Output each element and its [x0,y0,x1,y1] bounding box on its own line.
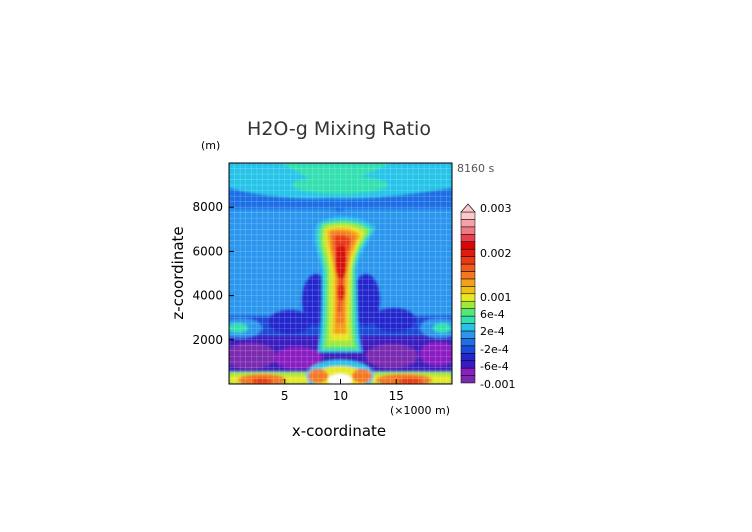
colorbar-swatch [460,248,476,257]
colorbar-label: -6e-4 [480,360,509,373]
colorbar-swatch [460,219,476,228]
colorbar-swatch [460,338,476,347]
plot-area [229,163,452,384]
y-tick-label: 8000 [192,200,223,214]
y-tick-label: 2000 [192,333,223,347]
colorbar-label: -0.001 [480,378,515,391]
y-axis-label: z-coordinate [169,226,187,319]
colorbar-swatch [460,234,476,242]
colorbar-swatch [460,308,476,317]
y-unit: (m) [201,139,220,152]
colorbar-label: 0.001 [480,291,512,304]
colorbar-swatch [460,323,476,332]
x-tick-label: 10 [333,389,348,403]
colorbar-swatch [460,315,476,324]
colorbar-swatch [460,278,476,287]
colorbar-swatch [460,367,476,376]
colorbar-extend-arrow [460,203,476,213]
colorbar-swatch [460,353,476,361]
colorbar-swatch [460,211,476,220]
colorbar-swatch [460,360,476,369]
x-unit: (×1000 m) [390,404,450,417]
x-tick-label: 5 [281,389,289,403]
colorbar-swatch [460,263,476,272]
time-label: 8160 s [457,162,494,175]
x-axis-label: x-coordinate [292,422,386,440]
colorbar-label: 6e-4 [480,308,505,321]
colorbar-swatch [460,286,476,295]
colorbar-swatch [460,345,476,354]
colorbar-label: 0.003 [480,202,512,215]
colorbar: 0.003 0.002 0.001 6e-4 2e-4 -2e-4 -6e-4 -0.001 [460,202,515,391]
colorbar-swatch [460,300,476,309]
colorbar-label: 2e-4 [480,325,505,338]
colorbar-label: -2e-4 [480,343,509,356]
grid [229,163,452,384]
colorbar-swatch [460,375,476,384]
colorbar-swatch [460,271,476,280]
colorbar-swatch [460,256,476,265]
colorbar-swatch [460,226,476,235]
colorbar-label: 0.002 [480,247,512,260]
colorbar-swatch [460,330,476,339]
chart-title: H2O-g Mixing Ratio [247,118,431,140]
y-tick-label: 6000 [192,244,223,258]
colorbar-swatch [460,241,476,250]
colorbar-swatch [460,293,476,302]
y-tick-label: 4000 [192,289,223,303]
x-axis: 5 10 15 [281,379,404,403]
x-tick-label: 15 [389,389,404,403]
y-axis: 2000 4000 6000 8000 [192,200,234,347]
